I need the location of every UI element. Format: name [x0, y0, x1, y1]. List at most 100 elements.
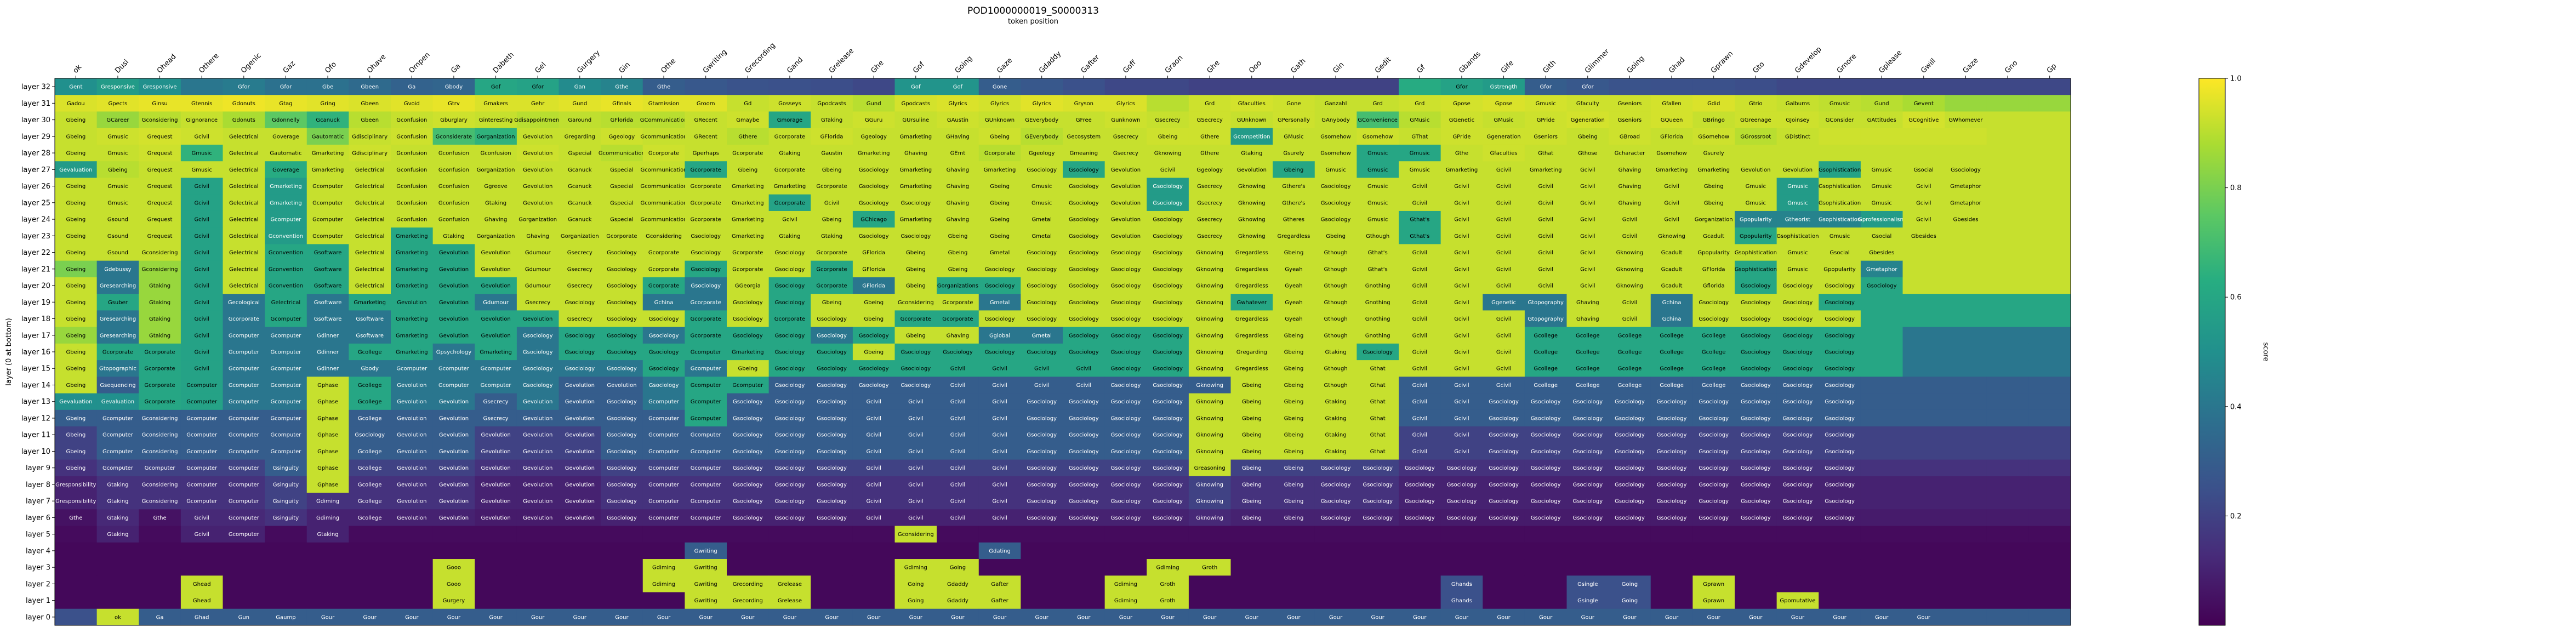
cell-token-label: Gcharacter — [1615, 151, 1646, 157]
heatmap-cell — [1524, 244, 1567, 261]
heatmap-cell — [558, 476, 601, 493]
heatmap-cell — [1776, 575, 1819, 593]
cell-token-label: Gcommunication — [641, 217, 687, 223]
heatmap-cell — [768, 526, 811, 543]
cell-token-label: Gcollege — [1576, 383, 1600, 389]
heatmap-cell — [265, 111, 307, 129]
heatmap-cell — [558, 95, 601, 112]
heatmap-cell — [55, 360, 98, 377]
cell-token-label: Gcivil — [194, 316, 209, 322]
cell-token-label: Gevolution — [481, 515, 510, 521]
cell-token-label: Gevolution — [565, 399, 595, 405]
heatmap-cell — [601, 161, 643, 178]
heatmap-cell — [1986, 294, 2029, 311]
cell-token-label: Gevolution — [565, 482, 595, 488]
cell-token-label: Gcivil — [1622, 316, 1638, 322]
cell-token-label: Gthat — [1538, 151, 1553, 157]
cell-token-label: Gsociology — [1111, 383, 1141, 389]
heatmap-cell — [516, 377, 559, 394]
y-tick-label: layer 7 — [26, 498, 50, 506]
cell-token-label: Gehr — [531, 101, 545, 107]
heatmap-cell — [1650, 95, 1693, 112]
cell-token-label: Gmusic — [1031, 184, 1052, 190]
heatmap-cell — [1986, 277, 2029, 294]
cell-token-label: Gbeing — [1284, 399, 1304, 405]
heatmap-cell — [2028, 493, 2071, 510]
cell-token-label: Gmarketing — [774, 184, 806, 190]
heatmap-cell — [937, 144, 979, 162]
heatmap-cell — [1776, 144, 1819, 162]
heatmap-cell — [1357, 443, 1399, 460]
cell-token-label: Gdiming — [904, 565, 927, 571]
heatmap-cell — [1566, 542, 1609, 560]
cell-token-label: Gcivil — [1412, 300, 1428, 306]
cell-token-label: Gevolution — [439, 465, 469, 471]
heatmap-cell — [139, 95, 181, 112]
heatmap-cell — [1776, 476, 1819, 493]
heatmap-cell — [642, 144, 685, 162]
cell-token-label: Gorganization — [477, 167, 515, 173]
heatmap-cell — [1188, 78, 1231, 95]
cell-token-label: Gwriting — [694, 565, 717, 571]
heatmap-cell — [1986, 227, 2029, 244]
cell-token-label: Gsociology — [733, 515, 763, 521]
heatmap-cell — [1063, 393, 1105, 410]
heatmap-cell — [768, 360, 811, 377]
heatmap-cell — [96, 476, 139, 493]
cell-token-label: Gsociology — [1783, 350, 1813, 356]
heatmap-cell — [1147, 409, 1189, 427]
heatmap-cell — [306, 244, 349, 261]
heatmap-cell — [1399, 310, 1441, 328]
cell-token-label: Gsociology — [1572, 415, 1603, 421]
cell-token-label: Gfallen — [1662, 101, 1681, 107]
heatmap-cell — [768, 542, 811, 560]
cell-token-label: Gsociology — [1572, 482, 1603, 488]
cell-token-label: Gpsychology — [436, 350, 471, 356]
heatmap-cell — [1104, 144, 1147, 162]
cell-token-label: Gcorporate — [774, 316, 805, 322]
heatmap-cell — [139, 78, 181, 95]
cell-token-label: Gtaking — [317, 532, 339, 538]
x-tick-label: Gdaddy — [1038, 49, 1063, 75]
heatmap-cell — [1860, 144, 1903, 162]
heatmap-cell — [1483, 227, 1525, 244]
heatmap-cell — [1819, 144, 1861, 162]
heatmap-cell — [265, 575, 307, 593]
heatmap-cell — [1945, 343, 1987, 361]
heatmap-cell — [685, 244, 727, 261]
heatmap-cell — [1021, 509, 1063, 527]
heatmap-cell — [558, 343, 601, 361]
heatmap-cell — [1147, 95, 1189, 112]
heatmap-cell — [265, 377, 307, 394]
heatmap-cell — [727, 161, 770, 178]
cell-token-label: Gsocial — [1872, 233, 1891, 239]
heatmap-cell — [1399, 360, 1441, 377]
cell-token-label: Gsociology — [1111, 415, 1141, 421]
heatmap-cell — [1650, 526, 1693, 543]
heatmap-cell — [223, 509, 265, 527]
cell-token-label: Gsociology — [775, 266, 805, 272]
heatmap-cell — [1566, 310, 1609, 328]
heatmap-cell — [1399, 227, 1441, 244]
cell-token-label: Gsociology — [1783, 515, 1813, 521]
cell-token-label: Gfor — [280, 84, 292, 90]
cell-token-label: Gcivil — [950, 415, 966, 421]
heatmap-cell — [432, 128, 475, 145]
heatmap-cell — [1692, 360, 1735, 377]
heatmap-cell — [1483, 459, 1525, 477]
cell-token-label: Gsociology — [1447, 482, 1477, 488]
cell-token-label: GTaking — [821, 117, 842, 123]
heatmap-cell — [1399, 608, 1441, 626]
cell-token-label: Gsociology — [859, 383, 889, 389]
cell-token-label: Gknowing — [1196, 399, 1223, 405]
heatmap-cell — [1273, 194, 1315, 212]
heatmap-cell — [1566, 95, 1609, 112]
heatmap-cell — [55, 227, 98, 244]
y-tick-label: layer 30 — [21, 116, 50, 124]
cell-token-label: Gbeing — [66, 266, 86, 272]
heatmap-cell — [1483, 95, 1525, 112]
heatmap-cell — [894, 277, 937, 294]
heatmap-cell — [391, 476, 434, 493]
cell-token-label: Gsoftware — [356, 316, 384, 322]
cell-token-label: GMusic — [1410, 117, 1429, 123]
